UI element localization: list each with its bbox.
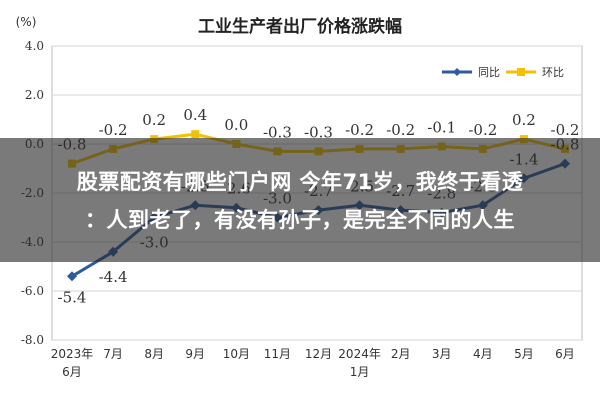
headline-line-1[interactable]: 股票配资有哪些门户网 今年71岁，我终于看透 [76, 170, 524, 194]
series-0-point-0 [67, 271, 77, 282]
series-1-label-4: 0.0 [224, 116, 248, 134]
x-tick-label-4: 10月 [223, 347, 250, 361]
y-tick-label-5: -6.0 [21, 284, 44, 298]
legend-marker-0 [453, 68, 461, 76]
x-tick-label-6: 12月 [305, 347, 332, 361]
x-tick-label-10: 4月 [473, 347, 493, 361]
legend-label-1: 环比 [542, 66, 564, 79]
y-tick-label-6: -8.0 [21, 333, 44, 347]
x-tick-label-3: 9月 [185, 347, 205, 361]
headline-overlay[interactable] [0, 138, 600, 262]
legend-label-0: 同比 [478, 66, 500, 79]
series-1-point-3 [191, 130, 200, 139]
series-1-label-2: 0.2 [142, 111, 166, 129]
series-1-label-3: 0.4 [183, 106, 207, 124]
headline-text[interactable]: 股票配资有哪些门户网 今年71岁，我终于看透 ：人到老了，有没有孙子，是完全不同… [0, 163, 600, 239]
x-tick-label-12: 6月 [555, 347, 575, 361]
series-1-label-12: -0.2 [551, 121, 580, 139]
x-tick-label-9: 3月 [432, 347, 452, 361]
y-axis-unit: (%) [16, 15, 37, 29]
headline-line-2[interactable]: ：人到老了，有没有孙子，是完全不同的人生 [85, 208, 515, 232]
x-tick-label-11: 5月 [514, 347, 534, 361]
y-tick-label-0: 4.0 [25, 39, 44, 53]
legend-marker-1 [517, 68, 525, 76]
x-tick-label-1: 7月 [103, 347, 123, 361]
x-tick-label-2: 8月 [144, 347, 164, 361]
series-0-label-0: -5.4 [58, 288, 87, 306]
series-1-label-5: -0.3 [263, 123, 292, 141]
series-1-label-7: -0.2 [345, 121, 374, 139]
y-tick-label-1: 2.0 [25, 88, 44, 102]
series-1-label-6: -0.3 [304, 123, 333, 141]
x-tick-label-0: 2023年 6月 [51, 347, 94, 379]
series-1-label-8: -0.2 [386, 121, 415, 139]
chart-title: 工业生产者出厂价格涨跌幅 [198, 16, 402, 37]
series-0-label-1: -4.4 [99, 268, 128, 286]
series-1-label-11: 0.2 [512, 111, 536, 129]
series-1-label-10: -0.2 [468, 121, 497, 139]
series-1-label-9: -0.1 [427, 118, 456, 136]
series-1-label-1: -0.2 [99, 121, 128, 139]
x-tick-label-8: 2月 [391, 347, 411, 361]
x-tick-label-5: 11月 [264, 347, 291, 361]
x-tick-label-7: 2024年 1月 [338, 347, 381, 379]
